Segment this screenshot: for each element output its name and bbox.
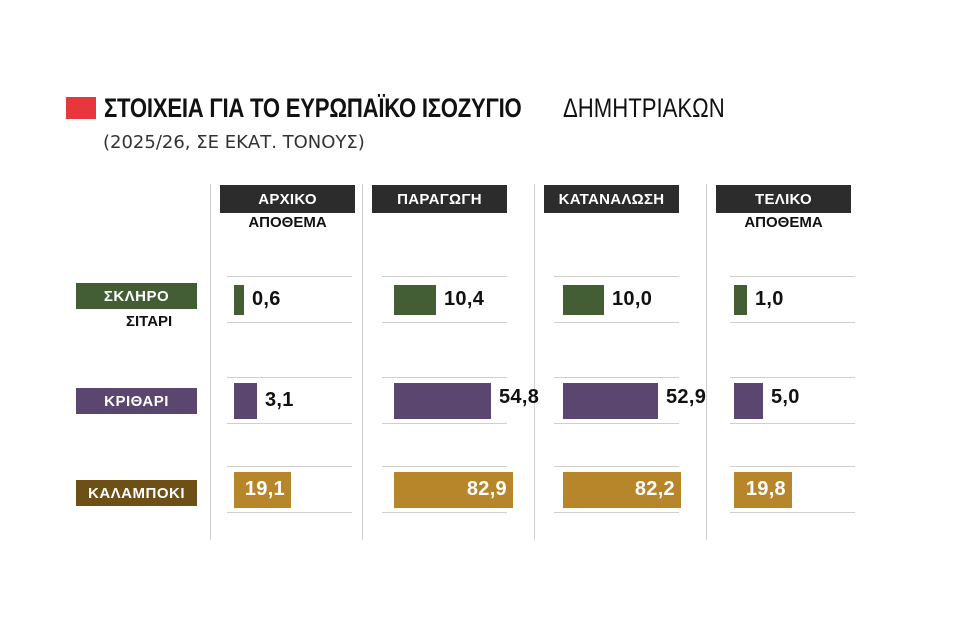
title-light-text: ΔΗΜΗΤΡΙΑΚΩΝ (563, 92, 725, 123)
category-label: ΣΚΛΗΡΟ (76, 283, 197, 309)
row-guide-line (730, 377, 855, 378)
chart-title: ΣΤΟΙΧΕΙΑ ΓΙΑ ΤΟ ΕΥΡΩΠΑΪΚΟ ΙΣΟΖΥΓΙΟ ΔΗΜΗΤ… (66, 90, 760, 126)
category-label: ΚΑΛΑΜΠΟΚΙ (76, 480, 197, 506)
row-guide-line (227, 423, 352, 424)
value-label: 19,8 (745, 478, 786, 500)
column-header: ΤΕΛΙΚΟ (716, 185, 851, 213)
column-header: ΑΡΧΙΚΟ (220, 185, 355, 213)
bar (563, 383, 658, 419)
row-guide-line (227, 276, 352, 277)
value-label: 10,4 (444, 288, 485, 310)
column-divider (210, 184, 211, 540)
row-guide-line (227, 512, 352, 513)
column-header: ΚΑΤΑΝΑΛΩΣΗ (544, 185, 679, 213)
value-label: 54,8 (499, 386, 540, 408)
row-guide-line (382, 377, 507, 378)
value-label: 82,2 (634, 478, 675, 500)
bar (234, 472, 291, 508)
row-guide-line (227, 377, 352, 378)
row-guide-line (730, 276, 855, 277)
value-label: 1,0 (755, 288, 784, 310)
row-guide-line (554, 466, 679, 467)
bar (234, 285, 244, 315)
bar (734, 383, 763, 419)
value-label: 0,6 (252, 288, 281, 310)
row-guide-line (227, 322, 352, 323)
row-guide-line (382, 276, 507, 277)
column-subheader: ΑΠΟΘΕΜΑ (248, 214, 327, 231)
row-guide-line (730, 512, 855, 513)
value-label: 5,0 (771, 386, 800, 408)
category-sublabel: ΣΙΤΑΡΙ (126, 313, 173, 330)
column-divider (534, 184, 535, 540)
row-guide-line (382, 322, 507, 323)
value-label: 52,9 (666, 386, 707, 408)
row-guide-line (730, 322, 855, 323)
value-label: 19,1 (244, 478, 285, 500)
bar (734, 285, 747, 315)
row-guide-line (554, 276, 679, 277)
row-guide-line (554, 423, 679, 424)
row-guide-line (227, 466, 352, 467)
bar (394, 383, 491, 419)
value-label: 10,0 (612, 288, 653, 310)
bar (394, 472, 513, 508)
bar (394, 285, 436, 315)
bar (734, 472, 792, 508)
column-header: ΠΑΡΑΓΩΓΗ (372, 185, 507, 213)
row-guide-line (730, 423, 855, 424)
row-guide-line (554, 322, 679, 323)
category-label: ΚΡΙΘΑΡΙ (76, 388, 197, 414)
row-guide-line (382, 512, 507, 513)
value-label: 82,9 (466, 478, 507, 500)
row-guide-line (554, 512, 679, 513)
chart-subtitle: (2025/26, ΣΕ ΕΚΑΤ. ΤΟΝΟΥΣ) (103, 132, 365, 153)
row-guide-line (554, 377, 679, 378)
bar (563, 472, 681, 508)
row-guide-line (730, 466, 855, 467)
title-bold-text: ΣΤΟΙΧΕΙΑ ΓΙΑ ΤΟ ΕΥΡΩΠΑΪΚΟ ΙΣΟΖΥΓΙΟ (104, 92, 522, 123)
row-guide-line (382, 466, 507, 467)
bar (563, 285, 604, 315)
title-accent-square (66, 97, 96, 119)
column-divider (362, 184, 363, 540)
row-guide-line (382, 423, 507, 424)
value-label: 3,1 (265, 389, 294, 411)
column-subheader: ΑΠΟΘΕΜΑ (744, 214, 823, 231)
bar (234, 383, 257, 419)
column-divider (706, 184, 707, 540)
